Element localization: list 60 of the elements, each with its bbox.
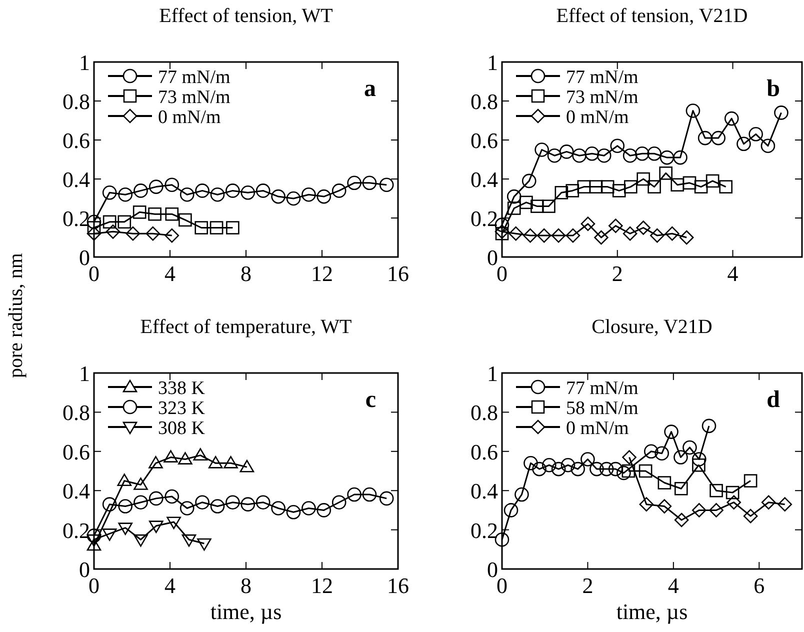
y-tick-label: 0.2 — [470, 206, 498, 231]
annotation: a — [364, 76, 376, 102]
y-tick-label: 0.8 — [62, 89, 90, 114]
x-tick-label: 16 — [387, 573, 409, 598]
x-tick-label: 8 — [240, 261, 252, 286]
legend-label: 308 K — [158, 418, 206, 439]
legend-label: 73 mN/m — [158, 87, 231, 108]
y-tick-label: 0.4 — [470, 478, 498, 504]
legend-label: 323 K — [158, 398, 206, 419]
y-tick-label: 1 — [487, 361, 498, 386]
annotation: c — [365, 387, 376, 413]
chart-title: Effect of temperature, WT — [140, 316, 352, 338]
annotation: d — [766, 387, 781, 413]
y-axis-title: pore radius, nm — [5, 252, 27, 378]
x-tick-label: 6 — [754, 573, 765, 598]
x-tick-label: 8 — [240, 573, 252, 598]
legend-label: 73 mN/m — [566, 87, 639, 108]
y-tick-label: 0 — [487, 245, 498, 270]
legend-label: 0 mN/m — [158, 107, 222, 128]
y-tick-label: 0.8 — [470, 89, 498, 114]
x-tick-label: 4 — [164, 573, 176, 598]
x-tick-label: 4 — [668, 573, 679, 598]
y-tick-label: 0.4 — [62, 167, 90, 192]
y-tick-label: 0.2 — [62, 518, 90, 543]
x-axis-title: time, µs — [616, 599, 688, 624]
y-tick-label: 1 — [79, 361, 90, 386]
x-axis-title: time, µs — [210, 599, 282, 624]
legend-label: 77 mN/m — [566, 378, 639, 399]
y-tick-label: 1 — [79, 50, 90, 75]
y-tick-label: 0.8 — [62, 400, 90, 426]
chart-title: Effect of tension, V21D — [556, 5, 748, 27]
legend-label: 58 mN/m — [566, 398, 639, 419]
legend-label: 0 mN/m — [566, 418, 630, 439]
x-tick-label: 2 — [612, 261, 623, 286]
legend-label: 0 mN/m — [566, 107, 630, 128]
y-tick-label: 0.2 — [470, 518, 498, 543]
x-tick-label: 4 — [164, 261, 176, 286]
x-tick-label: 4 — [727, 261, 738, 286]
legend-label: 77 mN/m — [158, 67, 231, 88]
legend-label: 338 K — [158, 378, 206, 399]
y-tick-label: 0 — [79, 245, 90, 270]
legend-label: 77 mN/m — [566, 67, 639, 88]
x-tick-label: 12 — [311, 573, 333, 598]
chart-title: Closure, V21D — [592, 316, 712, 338]
y-tick-label: 0 — [79, 557, 90, 582]
y-tick-label: 1 — [487, 50, 498, 75]
y-tick-label: 0.6 — [62, 439, 90, 464]
x-tick-label: 16 — [387, 261, 409, 286]
x-tick-label: 12 — [311, 261, 333, 286]
y-tick-label: 0.8 — [470, 400, 498, 426]
annotation: b — [766, 76, 780, 102]
y-tick-label: 0.4 — [470, 167, 498, 192]
x-tick-label: 2 — [582, 573, 594, 598]
y-tick-label: 0.6 — [470, 439, 498, 464]
y-tick-label: 0.6 — [470, 128, 498, 153]
y-tick-label: 0 — [487, 557, 498, 582]
y-tick-label: 0.2 — [62, 206, 90, 231]
y-tick-label: 0.4 — [62, 478, 90, 504]
y-tick-label: 0.6 — [62, 128, 90, 153]
chart-title: Effect of tension, WT — [159, 5, 333, 27]
